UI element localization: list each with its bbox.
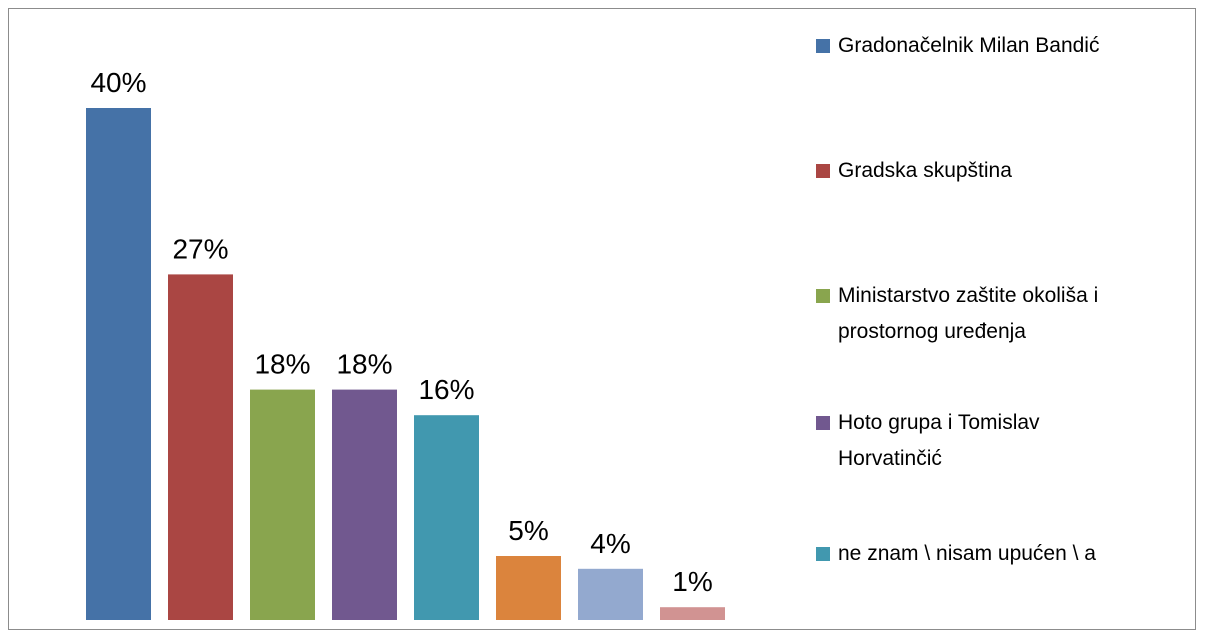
legend-label: Gradonačelnik Milan Bandić [838,34,1100,57]
data-label: 1% [672,566,712,597]
legend-swatch [816,164,830,178]
legend-swatch [816,547,830,561]
legend-swatch [816,289,830,303]
data-label: 40% [90,67,146,98]
data-label: 18% [336,349,392,380]
legend-entry: Gradska skupština [816,153,1196,189]
legend-label: Hoto grupa i Tomislav Horvatinčić [838,411,1040,470]
bar [660,607,725,620]
legend-label: Gradska skupština [838,159,1012,182]
data-label: 5% [508,515,548,546]
legend-entry: Gradonačelnik Milan Bandić [816,28,1196,64]
bar [168,274,233,620]
chart-frame [8,8,1196,630]
legend-entry: Ministarstvo zaštite okoliša i prostorno… [816,278,1196,350]
legend-label: Ministarstvo zaštite okoliša i prostorno… [838,284,1099,343]
bar [86,108,151,620]
data-label: 27% [172,233,228,264]
bar [578,568,643,620]
legend-swatch [816,416,830,430]
legend-entry: Hoto grupa i Tomislav Horvatinčić [816,405,1196,477]
bar [496,556,561,620]
legend-swatch [816,39,830,53]
legend-entry: ne znam \ nisam upućen \ a [816,536,1196,572]
bar [414,415,479,620]
legend-label: ne znam \ nisam upućen \ a [838,542,1096,565]
bar [332,389,397,620]
data-label: 16% [418,374,474,405]
data-label: 4% [590,528,630,559]
bar [250,389,315,620]
data-label: 18% [254,349,310,380]
